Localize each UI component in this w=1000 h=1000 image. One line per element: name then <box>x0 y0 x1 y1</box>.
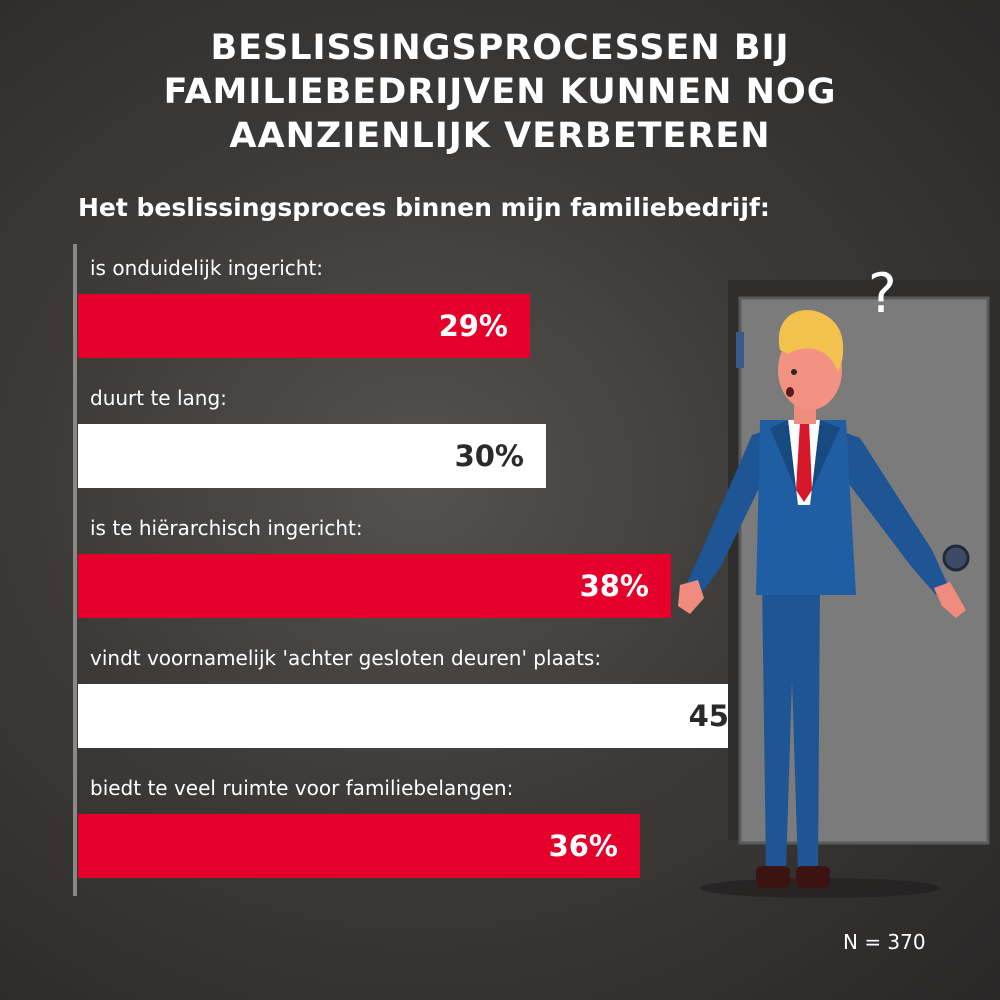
bar: 36% <box>78 814 640 878</box>
value-label: 36% <box>548 829 618 863</box>
bar: 38% <box>78 554 671 618</box>
value-label: 30% <box>454 439 524 473</box>
question-mark: ? <box>868 262 897 325</box>
axis-line <box>73 244 77 896</box>
value-label: 29% <box>438 309 508 343</box>
category-label: duurt te lang: <box>90 386 227 410</box>
bar: 30% <box>78 424 546 488</box>
category-label: is onduidelijk ingericht: <box>90 256 324 280</box>
chart-subtitle: Het beslissingsproces binnen mijn famili… <box>78 193 770 222</box>
bar: 45% <box>78 684 780 748</box>
sample-size-note: N = 370 <box>843 930 926 954</box>
category-label: vindt voornamelijk 'achter gesloten deur… <box>90 646 602 670</box>
category-label: biedt te veel ruimte voor familiebelange… <box>90 776 514 800</box>
value-label: 38% <box>579 569 649 603</box>
bar: 29% <box>78 294 530 358</box>
category-label: is te hiërarchisch ingericht: <box>90 516 363 540</box>
chart-title: BESLISSINGSPROCESSEN BIJ FAMILIEBEDRIJVE… <box>163 28 837 156</box>
confused-businessman-door-icon: ? <box>678 262 1000 898</box>
